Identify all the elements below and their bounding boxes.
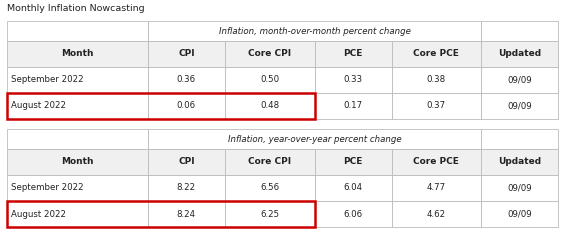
Bar [7, 93, 315, 119]
Bar [315, 67, 392, 93]
Bar [148, 93, 225, 119]
Bar [148, 21, 481, 41]
Bar [7, 67, 148, 93]
Bar [481, 67, 558, 93]
Bar [481, 93, 558, 119]
Bar [225, 67, 315, 93]
Text: 0.06: 0.06 [177, 102, 196, 110]
Text: Month: Month [61, 49, 94, 59]
Text: 4.77: 4.77 [427, 184, 446, 193]
Text: Month: Month [61, 157, 94, 167]
Text: 0.37: 0.37 [427, 102, 446, 110]
Bar [148, 175, 225, 201]
Bar [315, 149, 392, 175]
Bar [225, 41, 315, 67]
Text: Core CPI: Core CPI [248, 157, 291, 167]
Text: 09/09: 09/09 [507, 210, 532, 218]
Bar [225, 201, 315, 227]
Text: 0.48: 0.48 [260, 102, 279, 110]
Text: September 2022: September 2022 [11, 76, 84, 84]
Text: 4.62: 4.62 [427, 210, 446, 218]
Text: 8.24: 8.24 [177, 210, 196, 218]
Text: Core PCE: Core PCE [414, 157, 459, 167]
Text: 6.56: 6.56 [260, 184, 279, 193]
Text: 0.36: 0.36 [177, 76, 196, 84]
Text: August 2022: August 2022 [11, 102, 66, 110]
Bar [315, 41, 392, 67]
Bar [148, 149, 225, 175]
Text: 0.17: 0.17 [344, 102, 363, 110]
Text: Monthly Inflation Nowcasting: Monthly Inflation Nowcasting [7, 4, 145, 13]
Bar [481, 21, 558, 41]
Text: Core CPI: Core CPI [248, 49, 291, 59]
Bar [7, 149, 148, 175]
Bar [392, 149, 481, 175]
Text: CPI: CPI [178, 157, 194, 167]
Text: CPI: CPI [178, 49, 194, 59]
Bar [7, 21, 148, 41]
Bar [481, 129, 558, 149]
Bar [7, 41, 148, 67]
Bar [315, 175, 392, 201]
Text: 09/09: 09/09 [507, 102, 532, 110]
Text: August 2022: August 2022 [11, 210, 66, 218]
Bar [481, 175, 558, 201]
Text: Updated: Updated [498, 157, 541, 167]
Text: Core PCE: Core PCE [414, 49, 459, 59]
Bar [225, 175, 315, 201]
Bar [7, 129, 148, 149]
Text: 6.06: 6.06 [344, 210, 363, 218]
Text: 6.25: 6.25 [260, 210, 279, 218]
Text: PCE: PCE [344, 157, 363, 167]
Bar [225, 93, 315, 119]
Bar [148, 41, 225, 67]
Bar [392, 93, 481, 119]
Bar [7, 201, 148, 227]
Text: 8.22: 8.22 [177, 184, 196, 193]
Bar [392, 175, 481, 201]
Bar [392, 67, 481, 93]
Bar [392, 201, 481, 227]
Bar [7, 93, 148, 119]
Bar [481, 201, 558, 227]
Text: PCE: PCE [344, 49, 363, 59]
Bar [481, 149, 558, 175]
Text: 6.04: 6.04 [344, 184, 363, 193]
Text: 09/09: 09/09 [507, 184, 532, 193]
Text: 09/09: 09/09 [507, 76, 532, 84]
Text: September 2022: September 2022 [11, 184, 84, 193]
Text: 0.33: 0.33 [344, 76, 363, 84]
Bar [315, 93, 392, 119]
Bar [225, 149, 315, 175]
Bar [315, 201, 392, 227]
Bar [7, 201, 315, 227]
Text: Inflation, year-over-year percent change: Inflation, year-over-year percent change [228, 135, 401, 143]
Text: Updated: Updated [498, 49, 541, 59]
Bar [7, 175, 148, 201]
Text: Inflation, month-over-month percent change: Inflation, month-over-month percent chan… [219, 27, 411, 35]
Bar [392, 41, 481, 67]
Text: 0.50: 0.50 [260, 76, 279, 84]
Bar [148, 67, 225, 93]
Bar [148, 201, 225, 227]
Bar [481, 41, 558, 67]
Bar [148, 129, 481, 149]
Text: 0.38: 0.38 [427, 76, 446, 84]
